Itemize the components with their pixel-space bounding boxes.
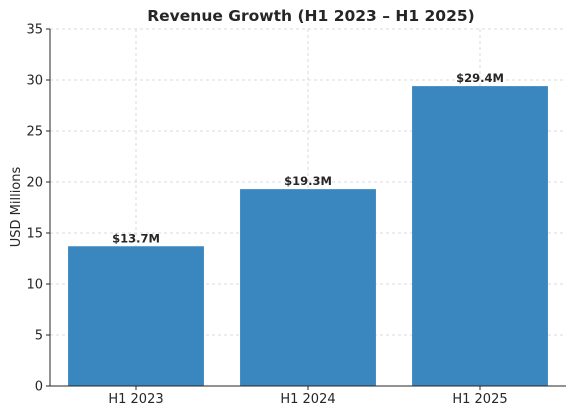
data-label: $29.4M	[456, 71, 504, 85]
y-tick-label: 30	[26, 74, 43, 89]
y-tick-label: 20	[26, 176, 43, 191]
y-tick-label: 35	[26, 23, 43, 38]
bar	[412, 86, 548, 387]
y-axis-label: USD Millions	[9, 167, 24, 248]
data-label: $13.7M	[112, 231, 160, 245]
axes: 0 5 10 15 20 25 30 35 H1 2023 H1 2024 H1 2025	[26, 23, 566, 407]
chart-title: Revenue Growth (H1 2023 – H1 2025)	[147, 7, 475, 25]
data-label: $19.3M	[284, 174, 332, 188]
y-tick-label: 10	[26, 278, 43, 293]
x-tick-label: H1 2023	[108, 392, 163, 407]
bars	[68, 86, 548, 387]
x-tick-label: H1 2025	[452, 392, 507, 407]
bar	[68, 246, 204, 386]
y-tick-label: 25	[26, 125, 43, 140]
y-tick-label: 0	[35, 380, 43, 395]
x-tick-label: H1 2024	[280, 392, 335, 407]
y-tick-label: 15	[26, 227, 43, 242]
data-labels: $13.7M $19.3M $29.4M	[112, 71, 504, 245]
y-tick-label: 5	[35, 329, 43, 344]
bar	[240, 189, 376, 386]
